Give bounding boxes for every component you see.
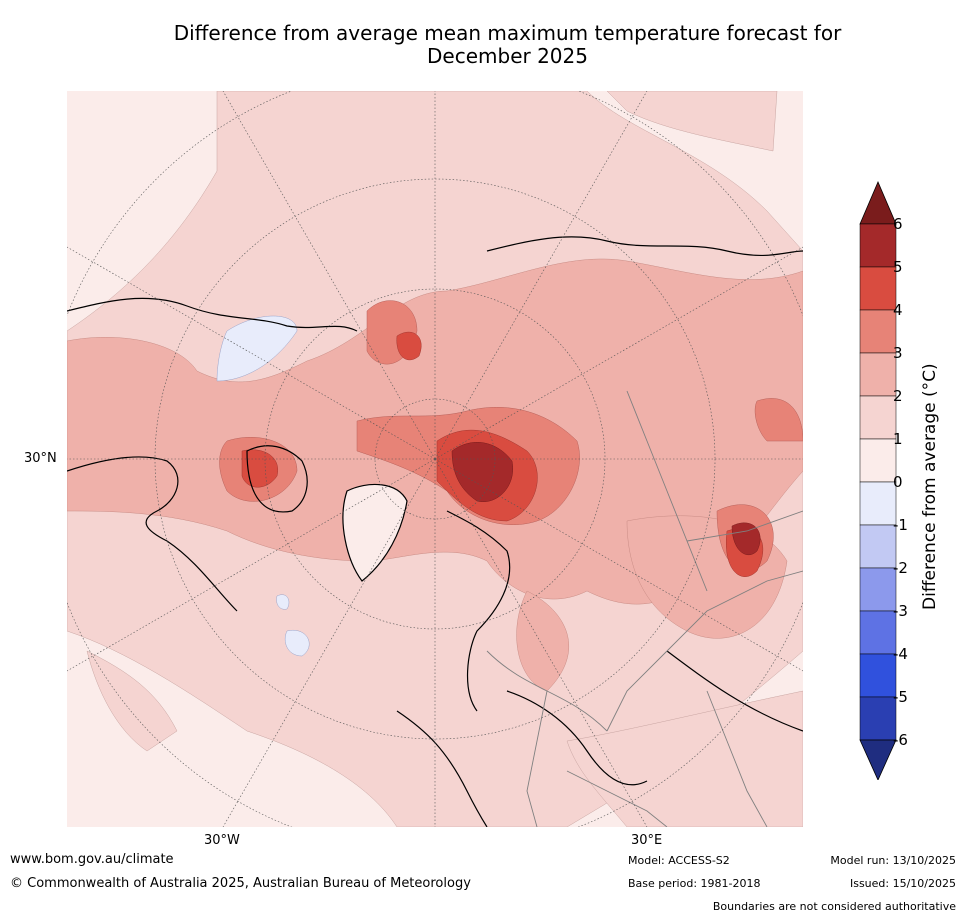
colorbar-top-arrow (859, 180, 897, 225)
colorbar-box (859, 567, 897, 612)
chart-title: Difference from average mean maximum tem… (60, 22, 955, 68)
colorbar-tick-label: 6 (893, 215, 903, 233)
greenland (342, 483, 408, 582)
colorbar-tick-label: -6 (893, 731, 908, 749)
colorbar-title: Difference from average (°C) (920, 363, 940, 610)
colorbar-box (859, 438, 897, 483)
coastlines (67, 236, 803, 827)
longitude-label-east: 30°E (631, 833, 663, 848)
colorbar-box (859, 395, 897, 440)
anomaly-negative (216, 315, 310, 657)
footer-url: www.bom.gov.au/climate (10, 852, 174, 867)
colorbar-tick-label: 0 (893, 473, 903, 491)
title-line-2: December 2025 (427, 44, 588, 68)
colorbar-box (859, 309, 897, 354)
colorbar-box (859, 223, 897, 268)
anomaly-5-6 (451, 442, 761, 556)
colorbar (859, 180, 897, 780)
colorbar-tick-label: -3 (893, 602, 908, 620)
footer-model: Model: ACCESS-S2 (628, 854, 730, 867)
graticule (67, 91, 803, 827)
colorbar-box (859, 653, 897, 698)
footer-base-period: Base period: 1981-2018 (628, 877, 761, 890)
colorbar-tick-label: 5 (893, 258, 903, 276)
colorbar-box (859, 696, 897, 741)
colorbar-tick-label: 2 (893, 387, 903, 405)
footer-copyright: © Commonwealth of Australia 2025, Austra… (10, 876, 471, 891)
colorbar-box (859, 524, 897, 569)
latitude-label: 30°N (24, 451, 57, 466)
colorbar-box (859, 352, 897, 397)
colorbar-bottom-arrow (859, 739, 897, 780)
footer-model-run: Model run: 13/10/2025 (830, 854, 956, 867)
colorbar-tick-label: -5 (893, 688, 908, 706)
colorbar-tick-label: 1 (893, 430, 903, 448)
colorbar-box (859, 481, 897, 526)
colorbar-box (859, 610, 897, 655)
colorbar-tick-label: -2 (893, 559, 908, 577)
footer-issued: Issued: 15/10/2025 (849, 877, 956, 890)
colorbar-tick-label: 3 (893, 344, 903, 362)
longitude-label-west: 30°W (204, 833, 240, 848)
forecast-map (67, 91, 803, 827)
footer-disclaimer: Boundaries are not considered authoritat… (712, 900, 956, 913)
colorbar-box (859, 266, 897, 311)
colorbar-tick-label: 4 (893, 301, 903, 319)
country-borders (486, 390, 803, 827)
title-line-1: Difference from average mean maximum tem… (173, 21, 842, 45)
colorbar-tick-label: -4 (893, 645, 908, 663)
colorbar-tick-label: -1 (893, 516, 908, 534)
